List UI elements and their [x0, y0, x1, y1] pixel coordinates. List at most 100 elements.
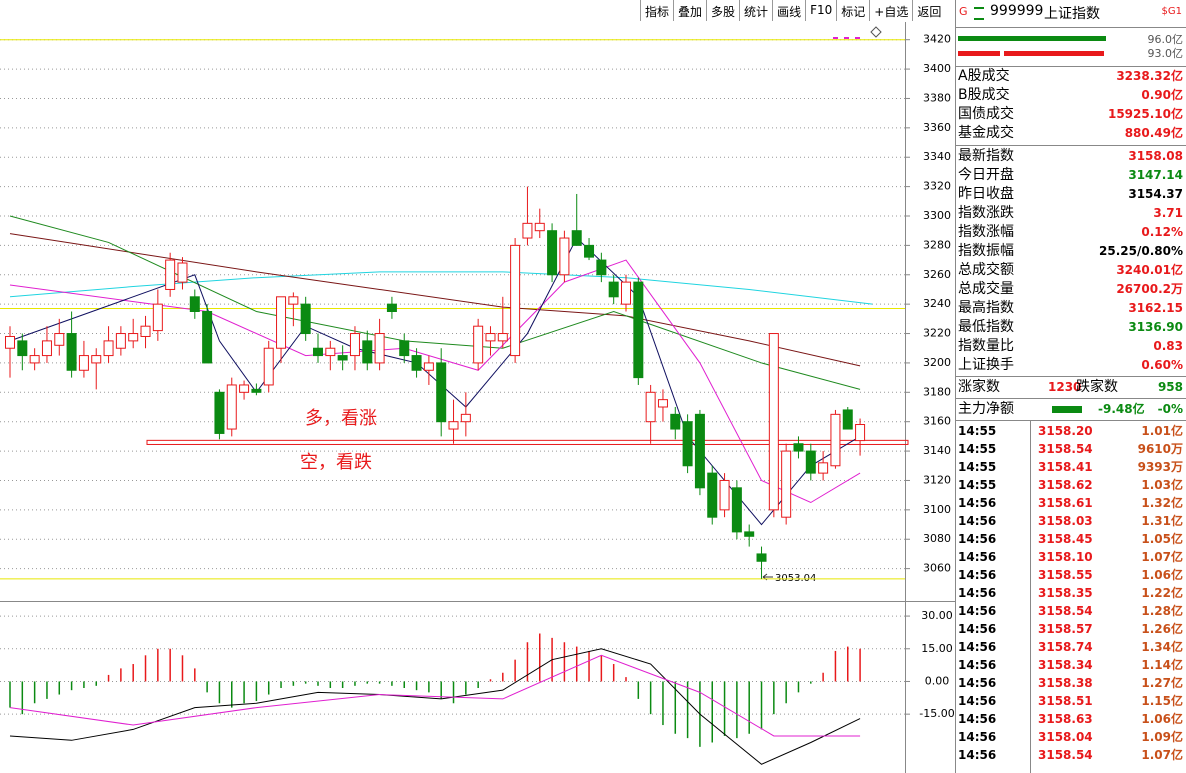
toolbar-button[interactable]: 标记 [836, 0, 869, 21]
trade-volume: 1.32亿 [1141, 496, 1183, 510]
candle-body [608, 281, 619, 298]
info-value: 3136.90 [1128, 320, 1183, 334]
label: 跌家数 [1076, 379, 1118, 395]
info-value: 3147.14 [1128, 168, 1183, 182]
candle-body [793, 443, 804, 452]
candle-body [226, 384, 237, 430]
y-tick-label: 3360 [923, 121, 951, 134]
trade-price: 3158.41 [1038, 460, 1093, 474]
toolbar-button[interactable]: 叠加 [673, 0, 706, 21]
candle-body [214, 391, 225, 434]
divider [956, 27, 1186, 28]
toolbar-button[interactable]: F10 [805, 0, 836, 21]
volume-bar [958, 51, 1000, 56]
icon [870, 26, 882, 38]
breadth-row: 涨家数 1230 跌家数 958 [958, 378, 1183, 397]
toolbar-button[interactable]: 返回 [912, 0, 945, 21]
info-value: 3240.01亿 [1116, 263, 1183, 277]
chart: 多，看涨 空，看跌 3053.04 3060308031003120314031… [0, 0, 956, 773]
column-divider [1030, 421, 1031, 773]
ma-line [9, 259, 861, 504]
info-row: A股成交 3238.32亿 [958, 67, 1183, 86]
trade-price: 3158.55 [1038, 568, 1093, 582]
info-value: 3238.32亿 [1116, 69, 1183, 83]
candle-body [842, 409, 853, 430]
trade-price: 3158.45 [1038, 532, 1093, 546]
candle-body [805, 450, 816, 474]
flow-bar [1052, 406, 1082, 413]
info-row: 最低指数 3136.90 [958, 318, 1183, 337]
trade-row: 14:56 3158.10 1.07亿 [958, 548, 1183, 566]
y-tick-label: 3120 [923, 473, 951, 486]
divider [956, 376, 1186, 377]
candle-body [263, 347, 274, 386]
toolbar-button[interactable]: 画线 [772, 0, 805, 21]
toolbar-button[interactable]: +自选 [869, 0, 912, 21]
candle-body [534, 222, 545, 232]
trade-volume: 1.07亿 [1141, 550, 1183, 564]
candle-body [571, 230, 582, 246]
trade-time: 14:56 [958, 568, 997, 582]
trade-row: 14:56 3158.51 1.15亿 [958, 692, 1183, 710]
candle-body [128, 333, 139, 342]
candle-body [657, 399, 668, 408]
info-label: 国债成交 [958, 106, 1014, 122]
candle-body [300, 303, 311, 335]
toolbar-button[interactable]: 多股 [706, 0, 739, 21]
info-row: 国债成交 15925.10亿 [958, 105, 1183, 124]
candle-body [510, 244, 521, 357]
candle-body [276, 296, 287, 349]
candle-body [596, 259, 607, 276]
y-tick-label: 3080 [923, 532, 951, 545]
trade-volume: 1.07亿 [1141, 748, 1183, 762]
candle-body [768, 333, 779, 511]
info-label: 指数量比 [958, 338, 1014, 354]
candle-body [682, 421, 693, 467]
candle-body [91, 355, 102, 364]
icon: G [959, 5, 968, 18]
trade-price: 3158.74 [1038, 640, 1093, 654]
info-label: 指数涨幅 [958, 224, 1014, 240]
trade-volume: 1.05亿 [1141, 532, 1183, 546]
trade-volume: 1.26亿 [1141, 622, 1183, 636]
info-row: 昨日收盘 3154.37 [958, 185, 1183, 204]
candle-body [830, 413, 841, 467]
toolbar: 指标 叠加 多股 统计 画线 F10 标记 +自选 返回 [640, 0, 946, 21]
trade-time: 14:56 [958, 496, 997, 510]
trade-time: 14:56 [958, 550, 997, 564]
toolbar-button[interactable]: 统计 [739, 0, 772, 21]
trade-price: 3158.54 [1038, 748, 1093, 762]
code: 999999 [990, 3, 1044, 19]
trade-volume: 1.31亿 [1141, 514, 1183, 528]
annotation: 多，看涨 [305, 408, 377, 429]
info-label: B股成交 [958, 87, 1010, 103]
toolbar-button[interactable]: 指标 [640, 0, 673, 21]
candle-body [177, 262, 188, 283]
icon [974, 7, 984, 20]
info-label: 最新指数 [958, 148, 1014, 164]
info-value: 3162.15 [1128, 301, 1183, 315]
divider [956, 398, 1186, 399]
candle-body [497, 333, 508, 342]
y-tick-label: 3220 [923, 327, 951, 340]
candle-body [54, 333, 65, 346]
info-row: 指数振幅 25.25/0.80% [958, 242, 1183, 261]
y-tick-label: 3320 [923, 180, 951, 193]
trade-volume: 1.14亿 [1141, 658, 1183, 672]
y-tick-label: 3340 [923, 150, 951, 163]
candle-body [103, 340, 114, 357]
info-label: 上证换手 [958, 357, 1014, 373]
candle-body [460, 413, 471, 423]
candle-body [781, 450, 792, 518]
trade-time: 14:56 [958, 676, 997, 690]
candle-body [522, 222, 533, 239]
trade-row: 14:55 3158.41 9393万 [958, 458, 1183, 476]
candle-body [5, 335, 15, 349]
candle-body [645, 391, 656, 423]
info-row: B股成交 0.90亿 [958, 86, 1183, 105]
y-tick-label: 3060 [923, 562, 951, 575]
trade-price: 3158.63 [1038, 712, 1093, 726]
info-label: 最低指数 [958, 319, 1014, 335]
info-row: 上证换手 0.60% [958, 356, 1183, 375]
candle-body [584, 244, 595, 258]
